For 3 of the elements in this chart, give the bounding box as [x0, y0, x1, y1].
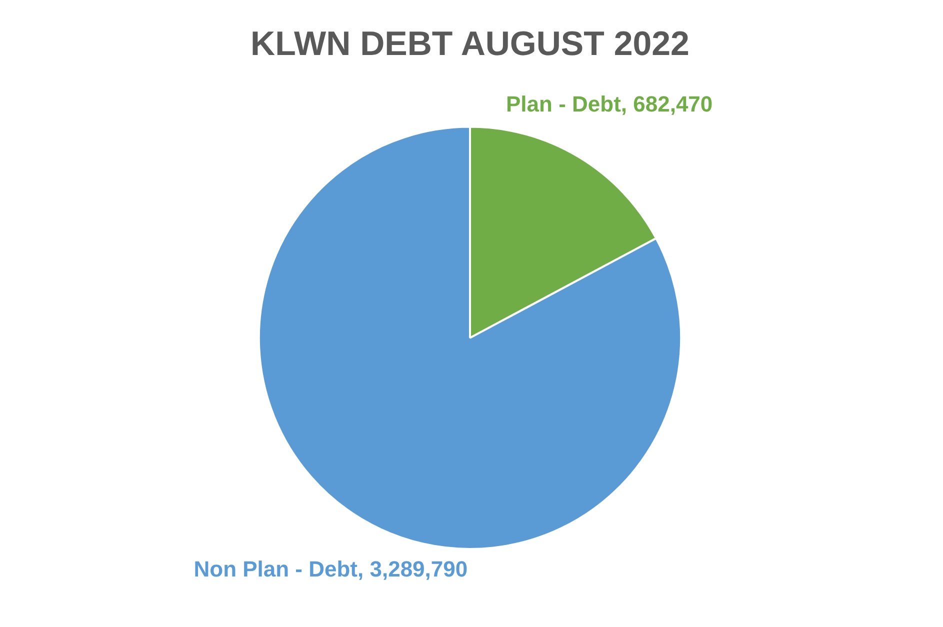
chart-title: KLWN DEBT AUGUST 2022: [250, 24, 690, 63]
slice-label: Plan - Debt, 682,470: [506, 91, 713, 116]
slice-label: Non Plan - Debt, 3,289,790: [194, 556, 468, 582]
